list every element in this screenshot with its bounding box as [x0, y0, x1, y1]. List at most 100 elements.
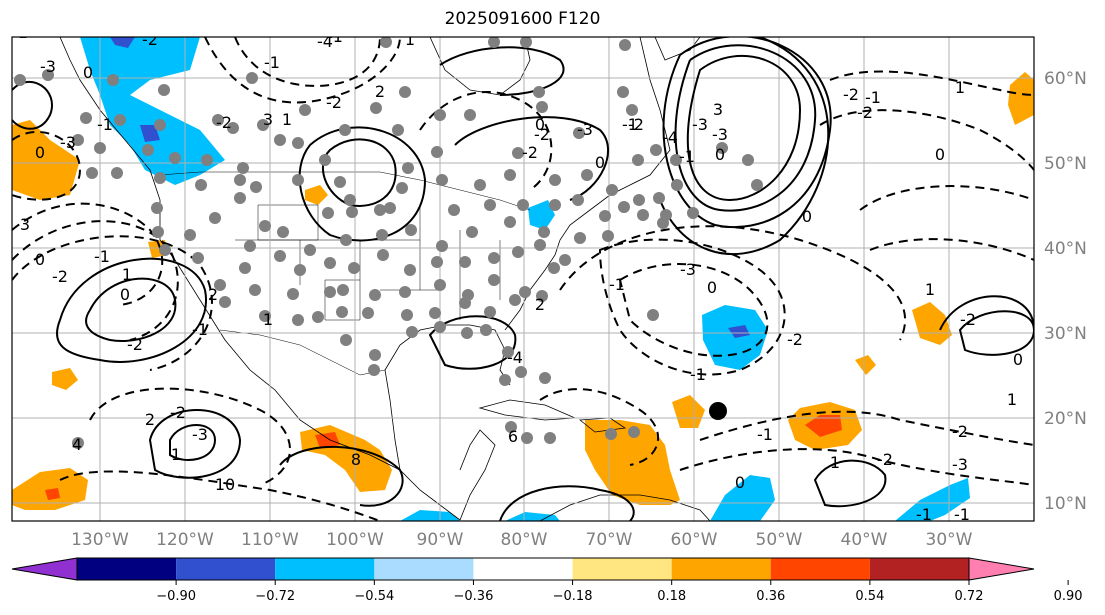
contour-label: -2	[142, 30, 158, 49]
contour-label: 1	[282, 110, 292, 129]
station-dot	[512, 246, 524, 258]
station-dot	[509, 294, 521, 306]
station-dot	[369, 349, 381, 361]
station-dot	[499, 374, 511, 386]
station-dot	[517, 199, 529, 211]
station-dot	[334, 176, 346, 188]
station-dot	[94, 142, 106, 154]
contour-label: 0	[535, 115, 545, 134]
contour-pos-7	[85, 277, 177, 342]
contour-label: 1	[263, 310, 273, 329]
contour-label: 6	[508, 427, 518, 446]
shade-orange-small4	[855, 355, 876, 375]
station-dot	[287, 288, 299, 300]
station-dot	[742, 154, 754, 166]
station-dot	[80, 112, 92, 124]
colorbar-segment	[671, 558, 771, 580]
contour-label: -4	[662, 128, 678, 147]
colorbar-segment	[473, 558, 573, 580]
contour-neg-16	[59, 470, 381, 521]
longitude-tick-label: 60°W	[671, 530, 718, 550]
station-dot	[212, 114, 224, 126]
station-dot	[628, 426, 640, 438]
station-dot	[474, 179, 486, 191]
shade-blue-nw	[80, 37, 225, 185]
contour-pos-17	[499, 485, 635, 521]
station-dot	[559, 254, 571, 266]
station-dot	[324, 286, 336, 298]
station-dot	[292, 137, 304, 149]
station-dot	[549, 199, 561, 211]
longitude-tick-label: 100°W	[326, 530, 384, 550]
latitude-tick-label: 40°N	[1044, 239, 1087, 259]
contour-label: -2	[960, 310, 976, 329]
station-dot	[657, 217, 669, 229]
station-dot	[751, 179, 763, 191]
coast-greenland	[654, 37, 701, 61]
station-dot	[488, 37, 500, 48]
station-dot	[72, 437, 84, 449]
contour-label: -1	[954, 505, 970, 524]
contour-pos-5	[321, 138, 397, 207]
station-dot	[505, 421, 517, 433]
shade-orange-small2	[52, 368, 78, 390]
station-dot	[434, 279, 446, 291]
station-dot	[504, 169, 516, 181]
station-dot	[195, 179, 207, 191]
contour-neg-10	[829, 70, 1034, 96]
contour-label: -1	[757, 425, 773, 444]
station-dot	[466, 226, 478, 238]
station-dot	[515, 366, 527, 378]
station-dot	[368, 364, 380, 376]
station-dot	[340, 234, 352, 246]
contour-pos-12	[958, 310, 1034, 356]
contour-label: -4	[507, 348, 523, 367]
station-dot	[227, 122, 239, 134]
station-dot	[626, 104, 638, 116]
contour-neg-5	[234, 37, 381, 87]
contour-label: -2	[52, 267, 68, 286]
contour-label: -4	[317, 32, 333, 51]
station-dot	[377, 249, 389, 261]
station-dot	[14, 74, 26, 86]
station-dot	[539, 372, 551, 384]
contour-label: 0	[595, 153, 605, 172]
station-dot	[637, 209, 649, 221]
station-dot	[459, 256, 471, 268]
station-dot	[502, 346, 514, 358]
station-dot	[152, 226, 164, 238]
station-dot	[344, 194, 356, 206]
contour-label: 2	[145, 410, 155, 429]
storm-center-dot	[709, 402, 727, 420]
latitude-tick-label: 30°N	[1044, 324, 1087, 344]
contour-label: -2	[534, 125, 550, 144]
station-dot	[169, 152, 181, 164]
station-dot	[201, 154, 213, 166]
station-dot	[142, 144, 154, 156]
station-dot	[209, 212, 221, 224]
station-dot	[548, 262, 560, 274]
station-dot	[337, 284, 349, 296]
station-dot	[404, 264, 416, 276]
contour-label: 1	[405, 30, 415, 49]
station-dot	[384, 202, 396, 214]
contour-pos-11	[428, 315, 517, 370]
station-dot	[259, 310, 271, 322]
station-dot	[448, 204, 460, 216]
contour-label: -1	[622, 115, 638, 134]
station-dot	[581, 169, 593, 181]
contour-pos-15	[454, 116, 610, 201]
station-dot	[374, 204, 386, 216]
shade-navy-nw	[110, 37, 135, 48]
shade-blue-bottom2	[895, 478, 970, 521]
station-dot	[154, 119, 166, 131]
station-dot	[339, 124, 351, 136]
longitude-ticks: 130°W 120°W 110°W 100°W 90°W 80°W 70°W 60°W 50°W…	[71, 530, 973, 550]
contour-label: -2	[952, 422, 968, 441]
contour-neg-1	[12, 202, 164, 306]
contour-label: -3	[60, 133, 76, 152]
station-dot	[653, 192, 665, 204]
station-dot	[304, 244, 316, 256]
contour-pos-14	[813, 459, 887, 508]
